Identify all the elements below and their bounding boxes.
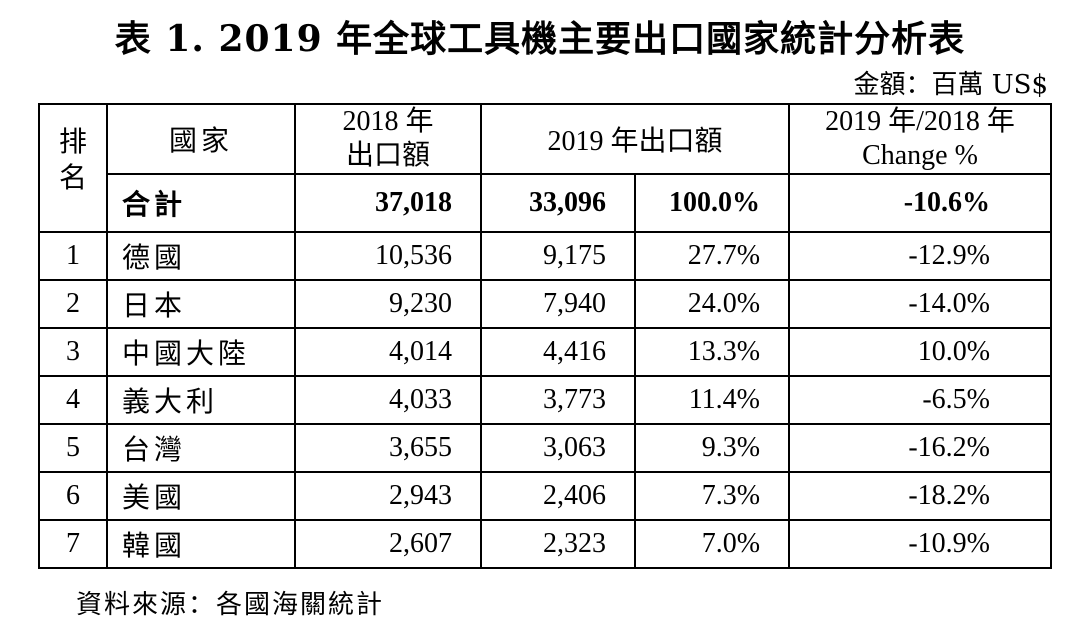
export-2019-cell: 2,323 (480, 519, 636, 569)
export-2019-cell: 4,416 (480, 327, 636, 377)
table-row: 5 台灣 3,655 3,063 9.3% -16.2% (38, 423, 1053, 473)
change-header-line1: 2019 年/2018 年 (825, 106, 1015, 137)
rank-cell: 2 (38, 279, 108, 329)
rank-cell: 3 (38, 327, 108, 377)
rank-header: 排 名 (38, 103, 108, 233)
share-cell: 9.3% (633, 423, 791, 473)
total-share: 100.0% (633, 173, 791, 233)
change-cell: -16.2% (788, 423, 1053, 473)
change-cell: -14.0% (788, 279, 1053, 329)
change-header: 2019 年/2018 年 Change % (788, 103, 1053, 175)
total-export-2018: 37,018 (294, 173, 482, 233)
export-2018-cell: 3,655 (294, 423, 482, 473)
total-row: 合計 37,018 33,096 100.0% -10.6% (39, 173, 1053, 233)
country-cell: 韓國 (106, 519, 296, 569)
export-2018-cell: 2,943 (294, 471, 482, 521)
table-row: 6 美國 2,943 2,406 7.3% -18.2% (38, 471, 1053, 521)
country-cell: 中國大陸 (106, 327, 296, 377)
rank-header-line2: 名 (58, 163, 87, 194)
export-2019-cell: 7,940 (480, 279, 636, 329)
export-2019-cell: 3,063 (480, 423, 636, 473)
table-title: 表 1. 2019 年全球工具機主要出口國家統計分析表 (114, 18, 966, 60)
table-row: 4 義大利 4,033 3,773 11.4% -6.5% (38, 375, 1053, 425)
source-note: 資料來源：各國海關統計 (76, 590, 385, 620)
change-cell: -6.5% (788, 375, 1053, 425)
rank-cell: 7 (38, 519, 108, 569)
export-2019-header: 2019 年出口額 (479, 103, 791, 175)
total-change: -10.6% (788, 173, 1053, 233)
country-cell: 日本 (106, 279, 296, 329)
rank-cell: 5 (38, 423, 108, 473)
table-row: 7 韓國 2,607 2,323 7.0% -10.9% (38, 519, 1053, 569)
table-row: 1 德國 10,536 9,175 27.7% -12.9% (38, 231, 1053, 281)
export-2018-cell: 2,607 (294, 519, 482, 569)
country-cell: 美國 (106, 471, 296, 521)
rank-header-line1: 排 (58, 127, 87, 158)
share-cell: 27.7% (633, 231, 791, 281)
change-header-line2: Change % (862, 140, 978, 171)
rank-cell: 4 (38, 375, 108, 425)
share-cell: 7.3% (633, 471, 791, 521)
export-table-wrapper: 排 名 國家 2018 年 出口額 2019 年出口額 2019 年/2018 … (38, 103, 1053, 569)
share-cell: 24.0% (633, 279, 791, 329)
share-cell: 7.0% (633, 519, 791, 569)
export-2018-cell: 9,230 (294, 279, 482, 329)
export-table: 排 名 國家 2018 年 出口額 2019 年出口額 2019 年/2018 … (38, 103, 1053, 569)
export-2018-header-line1: 2018 年 (342, 106, 434, 137)
total-label: 合計 (106, 173, 296, 233)
header-row: 排 名 國家 2018 年 出口額 2019 年出口額 2019 年/2018 … (38, 103, 1053, 233)
country-cell: 德國 (106, 231, 296, 281)
table-row: 3 中國大陸 4,014 4,416 13.3% 10.0% (38, 327, 1053, 377)
change-cell: -12.9% (788, 231, 1053, 281)
table-row: 2 日本 9,230 7,940 24.0% -14.0% (38, 279, 1053, 329)
export-2018-header: 2018 年 出口額 (294, 103, 482, 175)
export-2019-cell: 3,773 (480, 375, 636, 425)
export-2019-cell: 2,406 (480, 471, 636, 521)
share-cell: 11.4% (633, 375, 791, 425)
export-2018-cell: 4,014 (294, 327, 482, 377)
rank-cell: 1 (38, 231, 108, 281)
export-2018-cell: 4,033 (294, 375, 482, 425)
unit-label: 金額：百萬 US$ (853, 70, 1048, 100)
change-cell: 10.0% (788, 327, 1053, 377)
change-cell: -18.2% (788, 471, 1053, 521)
total-export-2019: 33,096 (480, 173, 636, 233)
rank-cell: 6 (38, 471, 108, 521)
export-2018-header-line2: 出口額 (345, 140, 430, 171)
export-2018-cell: 10,536 (294, 231, 482, 281)
share-cell: 13.3% (633, 327, 791, 377)
country-cell: 義大利 (106, 375, 296, 425)
change-cell: -10.9% (788, 519, 1053, 569)
country-header: 國家 (106, 103, 296, 175)
export-2019-cell: 9,175 (480, 231, 636, 281)
country-cell: 台灣 (106, 423, 296, 473)
